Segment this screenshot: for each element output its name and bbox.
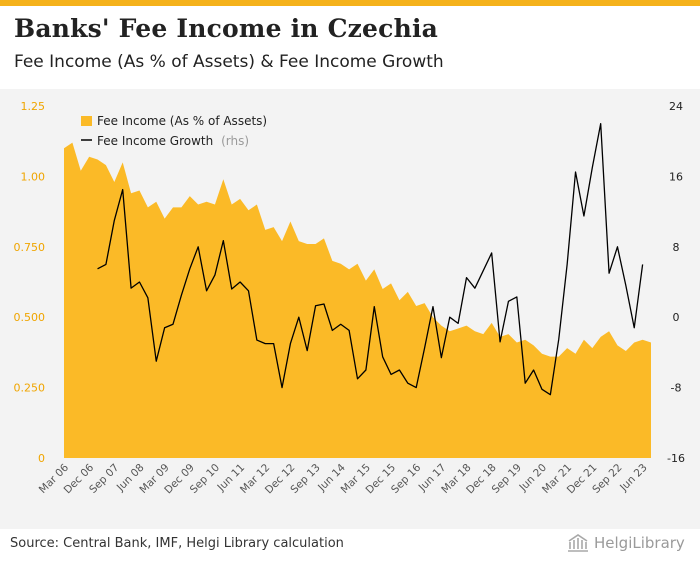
left-axis-tick-label: 1.25: [21, 100, 46, 113]
helgi-library-logo[interactable]: HelgiLibrary: [566, 534, 685, 552]
left-axis-tick-label: 0.500: [14, 311, 46, 324]
line-layer: [97, 122, 644, 396]
source-note: Source: Central Bank, IMF, Helgi Library…: [10, 536, 344, 551]
legend-label-fee-growth: Fee Income Growth: [97, 134, 213, 148]
legend-swatch-fee-income: [81, 116, 92, 126]
left-axis-tick-label: 0.750: [14, 241, 46, 254]
right-axis-tick-label: 0: [673, 311, 680, 324]
right-axis-ticks: -16 -8 0 8 16 24: [667, 100, 685, 465]
left-axis-tick-label: 0: [38, 452, 45, 465]
top-accent-bar: [0, 0, 700, 6]
right-axis-tick-label: 16: [669, 170, 683, 183]
fee-income-area: [64, 142, 651, 459]
area-layer: [64, 142, 651, 459]
fee-income-growth-line: [97, 122, 644, 396]
logo-text: HelgiLibrary: [594, 534, 685, 552]
right-axis-tick-label: -8: [671, 382, 682, 395]
page-title: Banks' Fee Income in Czechia: [14, 14, 439, 43]
left-axis-ticks: 0 0.250 0.500 0.750 1.00 1.25: [14, 100, 46, 465]
x-axis-tick-label: Jun 23: [617, 462, 650, 495]
left-axis-tick-label: 1.00: [21, 170, 46, 183]
left-axis-tick-label: 0.250: [14, 382, 46, 395]
right-axis-tick-label: -16: [667, 452, 685, 465]
svg-text:Fee Income Growth (rhs): Fee Income Growth (rhs): [97, 134, 249, 148]
library-building-icon: [568, 534, 588, 552]
legend: Fee Income (As % of Assets) Fee Income G…: [81, 114, 267, 148]
legend-label-rhs: (rhs): [221, 134, 249, 148]
right-axis-tick-label: 8: [673, 241, 680, 254]
right-axis-tick-label: 24: [669, 100, 683, 113]
legend-label-fee-income: Fee Income (As % of Assets): [97, 114, 267, 128]
page-subtitle: Fee Income (As % of Assets) & Fee Income…: [14, 52, 444, 72]
